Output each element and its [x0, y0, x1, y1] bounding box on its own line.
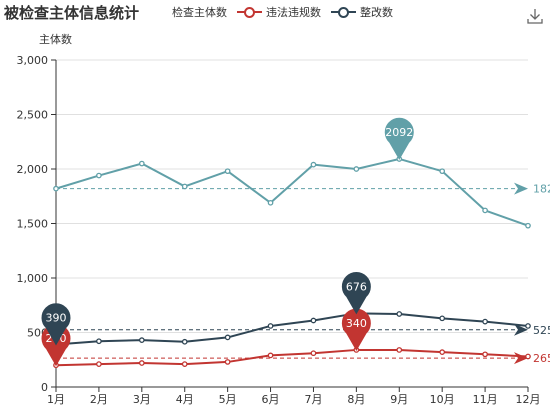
- x-tick-label: 4月: [176, 393, 194, 406]
- data-point: [224, 359, 231, 365]
- x-tick-label: 12月: [516, 393, 541, 406]
- average-lines: 1820 265 525: [56, 182, 550, 365]
- data-point: [310, 161, 317, 168]
- data-point: [138, 360, 145, 366]
- x-tick-label: 3月: [133, 393, 151, 406]
- x-tick-label: 7月: [304, 393, 322, 406]
- legend: 检查主体数 违法违规数 整改数: [172, 4, 403, 20]
- download-icon[interactable]: [526, 7, 544, 25]
- y-tick-label: 2,500: [17, 109, 49, 122]
- x-tick-label: 2月: [90, 393, 108, 406]
- mark-points: 2092340200676390: [41, 117, 414, 367]
- series-line: [55, 312, 529, 346]
- data-point: [267, 352, 274, 359]
- data-point: [482, 207, 488, 214]
- legend-item-violations[interactable]: 违法违规数: [237, 4, 321, 20]
- data-point: [138, 160, 145, 167]
- data-point: [181, 183, 188, 190]
- data-point: [138, 337, 145, 343]
- data-point: [525, 353, 531, 360]
- grid: [56, 59, 528, 333]
- data-point: [482, 318, 488, 325]
- mark-point-label: 340: [346, 317, 367, 330]
- data-point: [353, 166, 360, 172]
- y-tick-label: 3,000: [17, 54, 49, 67]
- y-tick-label: 1,000: [17, 272, 49, 285]
- legend-label: 违法违规数: [266, 6, 321, 19]
- legend-line-icon: [331, 5, 356, 19]
- data-point: [525, 323, 531, 329]
- average-label: 1820: [533, 183, 550, 196]
- mark-point-pin: [41, 303, 71, 346]
- y-tick-label: 1,500: [17, 218, 49, 231]
- data-point: [224, 168, 231, 175]
- legend-item-inspected[interactable]: 检查主体数: [172, 4, 227, 20]
- mark-point-pin: [384, 117, 414, 160]
- data-point: [310, 350, 317, 357]
- data-point: [439, 315, 446, 322]
- mark-point-label: 2092: [385, 126, 413, 139]
- data-point: [181, 338, 188, 345]
- data-point: [482, 351, 488, 358]
- data-point: [224, 334, 231, 341]
- data-point: [439, 168, 446, 175]
- data-point: [267, 323, 274, 329]
- average-arrow-icon: [514, 182, 528, 195]
- x-tick-label: 1月: [47, 393, 65, 406]
- x-tick-label: 6月: [262, 393, 280, 406]
- x-tick-label: 11月: [473, 393, 498, 406]
- data-point: [439, 349, 446, 355]
- chart-title: 被检查主体信息统计: [4, 4, 140, 22]
- data-point: [396, 347, 403, 353]
- y-axis-title: 主体数: [39, 32, 72, 46]
- data-point: [525, 222, 531, 229]
- mark-point-label: 390: [46, 311, 67, 324]
- series-line: [55, 348, 529, 367]
- y-tick-label: 2,000: [17, 163, 49, 176]
- data-point: [181, 361, 188, 367]
- data-point: [53, 185, 59, 192]
- y-tick-label: 0: [41, 381, 48, 394]
- legend-label: 检查主体数: [172, 6, 227, 19]
- data-point: [396, 311, 403, 317]
- x-tick-label: 8月: [347, 393, 365, 406]
- series-line: [55, 157, 529, 227]
- average-label: 525: [533, 324, 550, 337]
- legend-line-icon: [237, 5, 262, 19]
- data-point: [96, 338, 102, 345]
- legend-label: 整改数: [360, 6, 393, 19]
- x-tick-label: 10月: [430, 393, 455, 406]
- data-point: [267, 199, 274, 206]
- legend-item-rectified[interactable]: 整改数: [331, 4, 393, 20]
- mark-point-pin: [341, 272, 371, 315]
- average-label: 265: [533, 352, 550, 365]
- x-tick-label: 9月: [390, 393, 408, 406]
- mark-point-label: 676: [346, 280, 367, 293]
- data-point: [96, 361, 102, 367]
- x-tick-label: 5月: [219, 393, 237, 406]
- data-point: [310, 317, 317, 324]
- data-point: [96, 172, 102, 179]
- average-arrow-icon: [514, 323, 528, 336]
